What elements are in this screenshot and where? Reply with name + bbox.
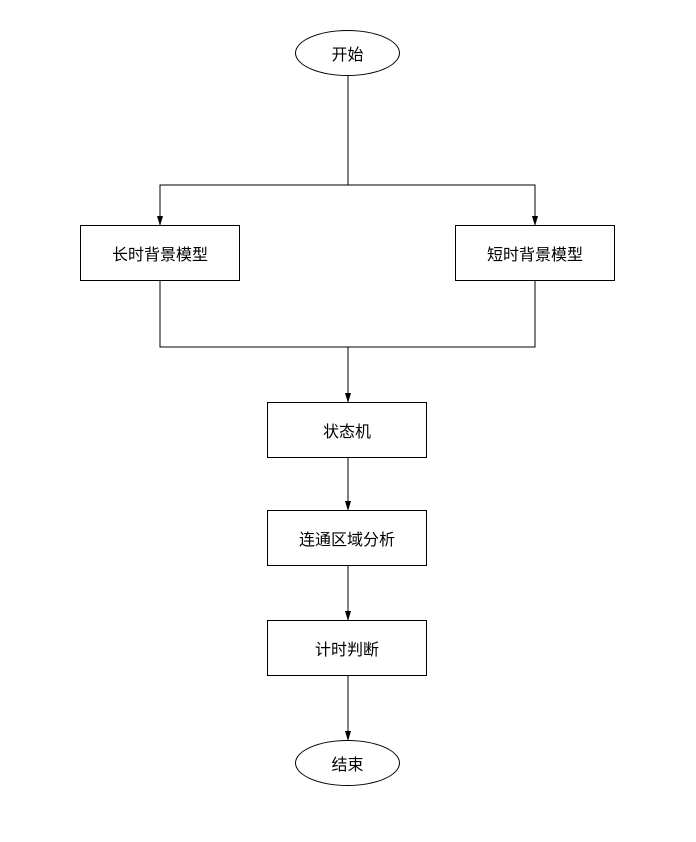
timing-judgment-label: 计时判断 — [315, 636, 379, 660]
long-bg-model-node: 长时背景模型 — [80, 225, 240, 281]
region-analysis-label: 连通区域分析 — [299, 526, 395, 550]
region-analysis-node: 连通区域分析 — [267, 510, 427, 566]
timing-judgment-node: 计时判断 — [267, 620, 427, 676]
end-label: 结束 — [331, 751, 363, 775]
state-machine-node: 状态机 — [267, 402, 427, 458]
start-label: 开始 — [331, 41, 363, 65]
end-node: 结束 — [295, 740, 400, 786]
short-bg-model-label: 短时背景模型 — [487, 241, 583, 265]
flowchart-container: 开始 长时背景模型 短时背景模型 状态机 连通区域分析 计时判断 结束 — [0, 0, 696, 842]
long-bg-model-label: 长时背景模型 — [112, 241, 208, 265]
start-node: 开始 — [295, 30, 400, 76]
state-machine-label: 状态机 — [323, 418, 371, 442]
short-bg-model-node: 短时背景模型 — [455, 225, 615, 281]
